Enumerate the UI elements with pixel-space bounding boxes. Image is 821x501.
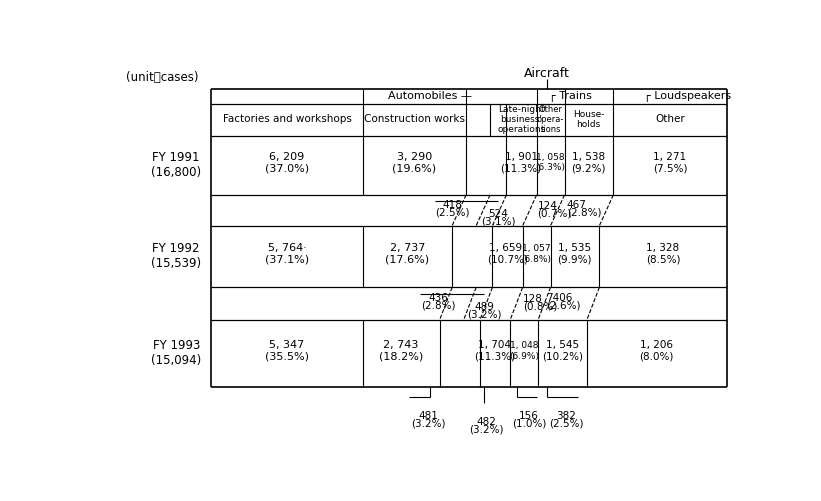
Text: 1, 057
(6.8%): 1, 057 (6.8%) [521,244,552,264]
Text: (2.5%): (2.5%) [548,418,584,428]
Text: (2.5%): (2.5%) [435,207,470,217]
Text: 128: 128 [523,294,543,304]
Text: 5, 764·
(37.1%): 5, 764· (37.1%) [265,243,310,265]
Text: Other: Other [655,114,685,124]
Text: (3.2%): (3.2%) [469,425,503,435]
Text: 482: 482 [476,417,496,427]
Text: Late-night
business'
operations: Late-night business' operations [497,105,545,134]
Text: Automobiles —: Automobiles — [388,91,472,101]
Text: 1, 048
(6.9%): 1, 048 (6.9%) [509,342,539,361]
Text: 1, 659·
(10.7%): 1, 659· (10.7%) [487,243,528,265]
Text: 6, 209
(37.0%): 6, 209 (37.0%) [265,152,310,173]
Text: 7406: 7406 [546,293,572,303]
Text: 1, 704
(11.3%): 1, 704 (11.3%) [475,340,516,362]
Text: 1, 328
(8.5%): 1, 328 (8.5%) [645,243,681,265]
Text: 481: 481 [418,411,438,421]
Text: FY 1991
(16,800): FY 1991 (16,800) [151,151,201,179]
Text: 524: 524 [488,209,508,219]
Text: 124: 124 [538,200,557,210]
Text: 1, 545
(10.2%): 1, 545 (10.2%) [542,340,583,362]
Text: (3.2%): (3.2%) [410,418,445,428]
Text: ┌ Loudspeakers: ┌ Loudspeakers [644,91,731,102]
Text: 1, 535
(9.9%): 1, 535 (9.9%) [557,243,592,265]
Text: (2.6%): (2.6%) [546,301,580,311]
Text: (2.8%): (2.8%) [566,207,601,217]
Text: 1, 206
(8.0%): 1, 206 (8.0%) [640,340,674,362]
Text: 1, 901
(11.3%): 1, 901 (11.3%) [501,152,542,173]
Text: (2.8%): (2.8%) [421,301,456,311]
Text: Other
opera-
tions: Other opera- tions [537,105,564,134]
Text: Aircraft: Aircraft [524,68,570,81]
Text: ┌ Trains: ┌ Trains [549,91,592,102]
Text: 3, 290
(19.6%): 3, 290 (19.6%) [392,152,436,173]
Text: (unit：cases): (unit：cases) [126,71,199,84]
Text: 2, 737
(17.6%): 2, 737 (17.6%) [385,243,429,265]
Text: 382: 382 [556,411,576,421]
Text: (3.1%): (3.1%) [480,217,515,227]
Text: Factories and workshops: Factories and workshops [222,114,351,124]
Text: 1, 271
(7.5%): 1, 271 (7.5%) [653,152,687,173]
Text: (1.0%): (1.0%) [511,418,546,428]
Text: FY 1993
(15,094): FY 1993 (15,094) [151,340,201,368]
Text: (0.7%): (0.7%) [538,208,571,218]
Text: FY 1992
(15,539): FY 1992 (15,539) [151,242,201,271]
Text: 5, 347
(35.5%): 5, 347 (35.5%) [265,340,309,362]
Text: 436: 436 [429,293,448,303]
Text: 418: 418 [443,200,462,210]
Text: (0.8%): (0.8%) [523,302,557,312]
Text: House-
holds: House- holds [573,110,604,129]
Text: 1, 058
(6.3%): 1, 058 (6.3%) [535,153,566,172]
Text: 467: 467 [566,200,587,210]
Text: 156: 156 [519,411,539,421]
Text: 1, 538
(9.2%): 1, 538 (9.2%) [571,152,606,173]
Text: 489: 489 [474,302,494,312]
Text: (3.2%): (3.2%) [466,310,501,320]
Text: Construction works: Construction works [364,114,465,124]
Text: 2, 743
(18.2%): 2, 743 (18.2%) [378,340,423,362]
